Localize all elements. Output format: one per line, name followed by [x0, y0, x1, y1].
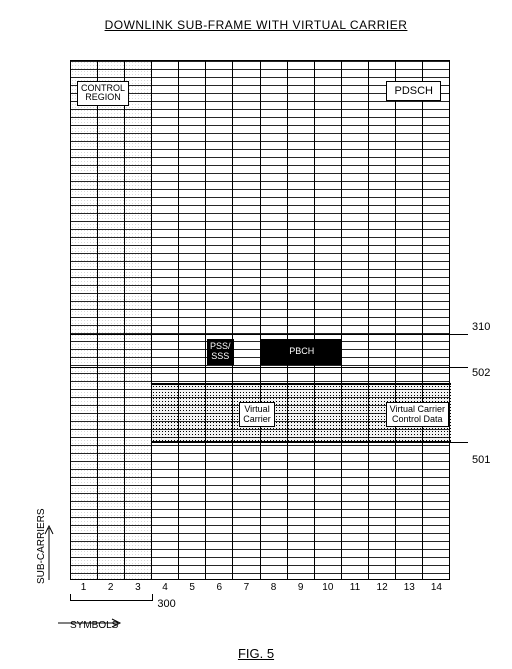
center-band-310: PSS/ SSS PBCH [71, 334, 449, 368]
symbol-column [233, 61, 260, 579]
virtual-carrier-band: Virtual Carrier Virtual Carrier Control … [152, 383, 451, 443]
figure-number: FIG. 5 [0, 646, 512, 661]
page: DOWNLINK SUB-FRAME WITH VIRTUAL CARRIER … [0, 0, 512, 669]
symbol-column [369, 61, 396, 579]
symbol-column [261, 61, 288, 579]
callout-300: 300 [157, 598, 175, 610]
control-region-shading [71, 61, 152, 579]
diagram-title: DOWNLINK SUB-FRAME WITH VIRTUAL CARRIER [0, 18, 512, 32]
leader-502 [450, 367, 468, 368]
x-tick: 11 [341, 582, 368, 593]
callout-502: 502 [472, 367, 490, 379]
virtual-carrier-control-data-label: Virtual Carrier Control Data [386, 402, 449, 427]
x-tick: 9 [287, 582, 314, 593]
x-tick: 7 [233, 582, 260, 593]
symbol-column [315, 61, 342, 579]
leader-501 [450, 442, 468, 443]
symbol-column [342, 61, 369, 579]
x-tick: 3 [124, 582, 151, 593]
pss-sss-block: PSS/ SSS [207, 339, 234, 365]
x-tick: 10 [314, 582, 341, 593]
control-region-label: CONTROL REGION [77, 81, 129, 106]
x-tick: 4 [151, 582, 178, 593]
x-tick: 5 [179, 582, 206, 593]
x-tick: 8 [260, 582, 287, 593]
pbch-block: PBCH [261, 339, 342, 365]
x-tick: 1 [70, 582, 97, 593]
symbol-column [423, 61, 449, 579]
symbol-column [179, 61, 206, 579]
y-axis-label: SUB-CARRIERS [36, 508, 47, 584]
symbol-column [396, 61, 423, 579]
x-tick: 12 [369, 582, 396, 593]
symbol-column [288, 61, 315, 579]
callout-310: 310 [472, 321, 490, 333]
pdsch-label: PDSCH [386, 81, 441, 101]
symbol-column [152, 61, 179, 579]
x-axis-label: SYMBOLS [70, 620, 118, 631]
leader-310 [450, 334, 468, 335]
brace-300 [70, 594, 153, 601]
x-tick: 2 [97, 582, 124, 593]
symbol-column [206, 61, 233, 579]
x-tick: 13 [396, 582, 423, 593]
virtual-carrier-label: Virtual Carrier [239, 402, 275, 427]
x-tick: 14 [423, 582, 450, 593]
callout-501: 501 [472, 454, 490, 466]
x-tick: 6 [206, 582, 233, 593]
x-axis-ticks: 1234567891011121314 [70, 582, 450, 593]
frame-grid: CONTROL REGION PDSCH PSS/ SSS PBCH Virtu… [70, 60, 450, 580]
